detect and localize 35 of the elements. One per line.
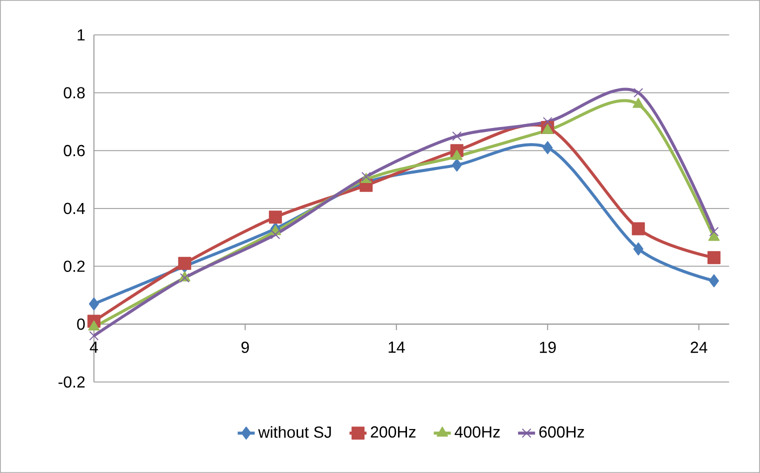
legend-label: 400Hz — [454, 426, 500, 438]
y-tick-label: 0.8 — [64, 87, 85, 98]
legend-label: 600Hz — [539, 426, 584, 438]
legend-label: without SJ — [258, 426, 331, 438]
point — [178, 256, 192, 270]
point — [452, 131, 462, 141]
legend-label: 200Hz — [370, 426, 416, 438]
point — [452, 158, 462, 172]
y-tick-label: 0 — [77, 318, 85, 330]
y-tick-label: 0.2 — [64, 260, 85, 272]
point — [268, 210, 282, 224]
point — [88, 297, 99, 310]
point — [632, 98, 644, 108]
y-tick-label: 1 — [78, 29, 85, 40]
point — [708, 274, 719, 288]
x-tick-label: 24 — [690, 342, 708, 353]
point — [451, 150, 463, 160]
point — [88, 320, 100, 331]
point — [542, 124, 554, 134]
y-tick-label: 0.4 — [64, 202, 85, 214]
y-tick-label: 0.6 — [64, 144, 85, 156]
x-tick-label: 14 — [388, 342, 405, 353]
point — [709, 226, 719, 236]
x-tick-label: 9 — [241, 342, 249, 354]
x-tick-label: 4 — [90, 342, 98, 353]
point — [632, 222, 645, 236]
point — [270, 230, 280, 240]
point — [542, 116, 552, 126]
point — [89, 331, 99, 340]
point — [707, 251, 720, 264]
point — [708, 230, 720, 241]
y-tick-label: -0.2 — [58, 376, 85, 388]
point — [542, 141, 553, 154]
x-tick-label: 19 — [540, 342, 556, 354]
point — [633, 242, 644, 256]
